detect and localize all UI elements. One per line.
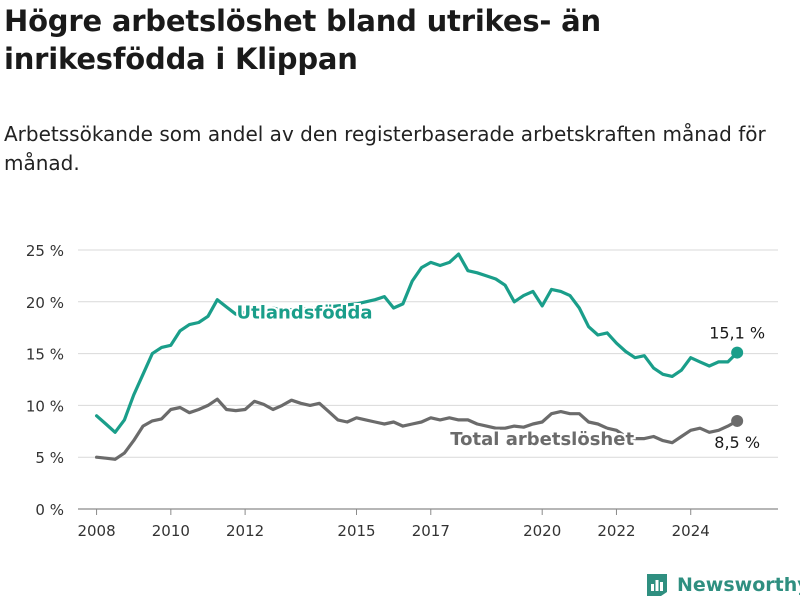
series-total-line xyxy=(95,397,739,461)
series-layer xyxy=(95,252,744,461)
line-chart: 0 % 5 % 10 % 15 % 20 % 25 % 2008 2010 2012 2015 20… xyxy=(26,242,778,540)
series-total-name-label: Total arbetslöshet xyxy=(450,429,634,450)
y-tick-label: 15 % xyxy=(26,346,64,364)
y-tick-label: 20 % xyxy=(26,294,64,312)
series-total-end-label: 8,5 % xyxy=(714,433,760,452)
y-tick-label: 0 % xyxy=(35,501,64,519)
series-utlandsfodda-line xyxy=(95,252,739,434)
chart-title: Högre arbetslöshet bland utrikes- än inr… xyxy=(4,4,601,76)
y-tick-label: 25 % xyxy=(26,242,64,260)
x-tick-label: 2008 xyxy=(77,522,115,540)
series-total-end-marker xyxy=(731,414,744,427)
newsworthy-logo-icon xyxy=(647,574,667,596)
chart-subtitle: Arbetssökande som andel av den registerb… xyxy=(4,122,766,175)
series-utlandsfodda-name-label: Utlandsfödda xyxy=(236,302,372,323)
grid-layer xyxy=(78,249,778,510)
x-tick-label: 2015 xyxy=(337,522,375,540)
x-tick-label: 2022 xyxy=(597,522,635,540)
x-tick-label: 2024 xyxy=(672,522,710,540)
series-utlandsfodda-end-marker xyxy=(731,346,744,359)
label-layer: 15,1 % Utlandsfödda 8,5 % Total arbetslöshe… xyxy=(234,300,765,452)
x-tick-label: 2012 xyxy=(226,522,264,540)
brand-logo: Newsworthy xyxy=(645,570,800,600)
x-tick-label: 2017 xyxy=(412,522,450,540)
x-tick-label: 2020 xyxy=(523,522,561,540)
y-tick-label: 10 % xyxy=(26,397,64,415)
series-utlandsfodda-end-label: 15,1 % xyxy=(709,324,765,343)
x-tick-label: 2010 xyxy=(152,522,190,540)
axis-layer: 0 % 5 % 10 % 15 % 20 % 25 % 2008 2010 2012 2015 20… xyxy=(26,242,710,540)
brand-name: Newsworthy xyxy=(677,574,800,596)
y-tick-label: 5 % xyxy=(35,449,64,467)
